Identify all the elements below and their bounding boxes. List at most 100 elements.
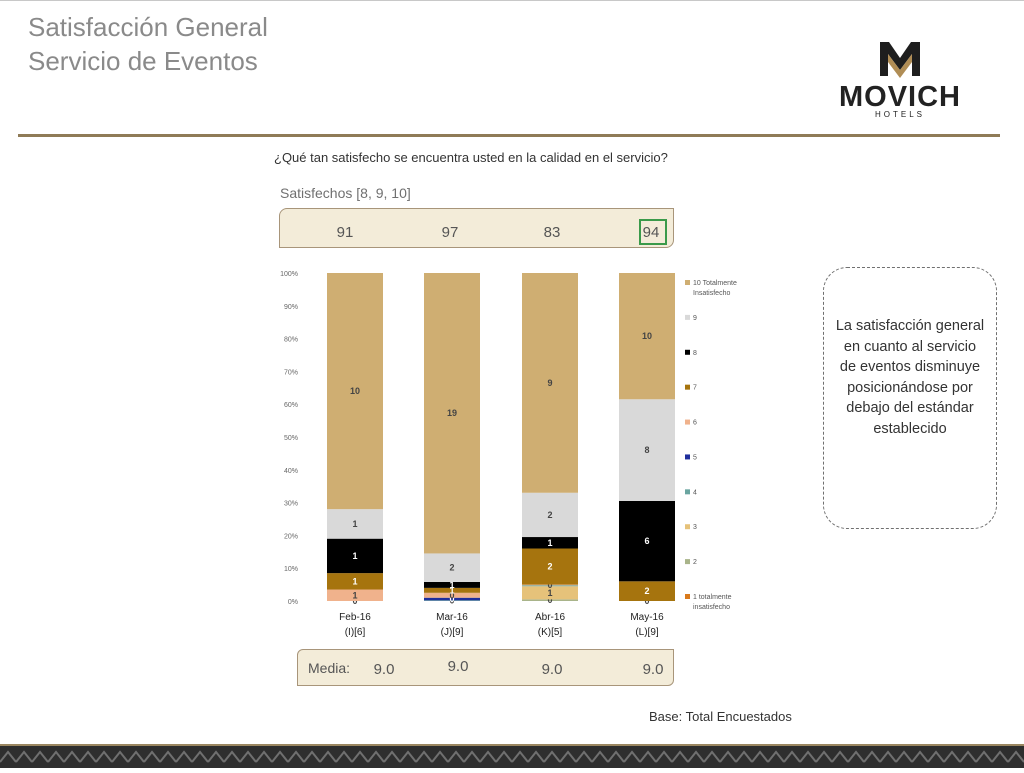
bar-segment xyxy=(619,399,675,501)
category-label: Feb-16 xyxy=(339,612,371,623)
bar-segment xyxy=(327,509,383,539)
bar-segment xyxy=(522,584,578,586)
legend-label: 2 xyxy=(693,559,697,566)
category-label: May-16 xyxy=(630,612,664,623)
y-tick-label: 0% xyxy=(288,599,298,606)
legend-label: Insatisfecho xyxy=(693,290,730,297)
media-value: 9.0 xyxy=(373,661,395,678)
y-tick-label: 90% xyxy=(284,304,298,311)
bar-segment xyxy=(522,548,578,585)
legend-swatch xyxy=(685,594,690,599)
y-tick-label: 20% xyxy=(284,533,298,540)
y-tick-label: 10% xyxy=(284,566,298,573)
bar-data-label: 1 xyxy=(352,519,357,529)
y-tick-label: 60% xyxy=(284,402,298,409)
stacked-bar-chart: 0%10%20%30%40%50%60%70%80%90%100%0111110… xyxy=(280,271,737,638)
highlight-box xyxy=(639,219,667,245)
legend-label: 6 xyxy=(693,420,697,427)
bar-data-label: 10 xyxy=(350,386,360,396)
category-label: Mar-16 xyxy=(436,612,468,623)
bar-data-label: 2 xyxy=(449,563,454,573)
legend-swatch xyxy=(685,454,690,460)
bar-segment xyxy=(327,589,383,601)
legend-swatch xyxy=(685,280,690,285)
satisfied-value: 94 xyxy=(642,224,660,241)
bar-segment xyxy=(619,581,675,601)
y-tick-label: 30% xyxy=(284,501,298,508)
bar-segment xyxy=(522,537,578,549)
footer-rule xyxy=(0,744,1024,746)
footer-pattern-icon xyxy=(0,746,1024,768)
legend-swatch xyxy=(685,559,690,565)
y-tick-label: 40% xyxy=(284,468,298,475)
y-tick-label: 80% xyxy=(284,337,298,344)
legend-swatch xyxy=(685,349,690,355)
survey-question-text: ¿Qué tan satisfecho se encuentra usted e… xyxy=(274,150,668,165)
footer-band xyxy=(0,746,1024,768)
bar-segment xyxy=(522,599,578,601)
legend-swatch xyxy=(685,419,690,425)
bar-segment xyxy=(424,600,480,601)
legend-swatch xyxy=(685,489,690,495)
bar-data-label: 1 xyxy=(547,538,552,548)
y-tick-label: 100% xyxy=(280,271,298,278)
satisfied-value: 83 xyxy=(543,224,561,241)
bar-segment xyxy=(424,587,480,593)
bar-data-label: 1 xyxy=(352,576,357,586)
y-tick-label: 70% xyxy=(284,369,298,376)
media-value: 9.0 xyxy=(642,661,664,678)
bar-segment xyxy=(522,585,578,587)
bar-segment xyxy=(327,573,383,590)
bar-data-label: 2 xyxy=(547,562,552,572)
bar-segment xyxy=(424,592,480,598)
category-label: (J)[9] xyxy=(441,627,464,638)
bar-data-label: 1 xyxy=(352,551,357,561)
bar-segment xyxy=(619,500,675,582)
bar-data-label: 0 xyxy=(547,595,552,605)
bar-data-label: 1 xyxy=(352,590,357,600)
bar-segment xyxy=(327,538,383,574)
media-label: Media: xyxy=(308,660,351,676)
bar-data-label: 10 xyxy=(642,331,652,341)
bar-data-label: 0 xyxy=(449,596,454,606)
legend-label: 3 xyxy=(693,524,697,531)
bar-data-label: 8 xyxy=(644,445,649,455)
bar-data-label: 6 xyxy=(644,536,649,546)
base-note: Base: Total Encuestados xyxy=(649,709,792,724)
media-band xyxy=(297,649,674,686)
bar-segment xyxy=(522,273,578,493)
bar-data-label: 2 xyxy=(644,586,649,596)
logo-subtext: HOTELS xyxy=(874,110,925,119)
bar-data-label: 0 xyxy=(449,594,454,604)
bar-segment xyxy=(424,581,480,588)
legend-label: 1 totalmente xyxy=(693,594,732,601)
legend-swatch xyxy=(685,524,690,530)
bar-data-label: 2 xyxy=(547,510,552,520)
legend-label: 4 xyxy=(693,489,697,496)
legend-swatch xyxy=(685,384,690,390)
bar-data-label: 0 xyxy=(449,590,454,600)
bar-data-label: 0 xyxy=(547,580,552,590)
page-title-line1: Satisfacción General xyxy=(28,12,268,42)
bar-segment xyxy=(424,273,480,554)
legend-label: 9 xyxy=(693,315,697,322)
legend-label: insatisfecho xyxy=(693,604,730,611)
category-label: (K)[5] xyxy=(538,627,563,638)
legend-label: 5 xyxy=(693,454,697,461)
movich-logo: MOVICH HOTELS xyxy=(812,40,988,122)
media-value: 9.0 xyxy=(541,661,563,678)
bar-segment xyxy=(619,273,675,400)
legend-label: 8 xyxy=(693,350,697,357)
insight-callout: La satisfacción general en cuanto al ser… xyxy=(823,267,997,529)
bar-segment xyxy=(522,492,578,538)
category-label: (L)[9] xyxy=(635,627,659,638)
y-tick-label: 50% xyxy=(284,435,298,442)
satisfied-value: 97 xyxy=(441,224,459,241)
bar-data-label: 1 xyxy=(449,580,454,590)
bar-data-label: 9 xyxy=(547,378,552,388)
logo-text: MOVICH xyxy=(839,81,961,113)
insight-text: La satisfacción general en cuanto al ser… xyxy=(835,318,985,437)
media-value: 9.0 xyxy=(447,658,469,675)
bar-data-label: 1 xyxy=(547,588,552,598)
legend-label: 7 xyxy=(693,385,697,392)
